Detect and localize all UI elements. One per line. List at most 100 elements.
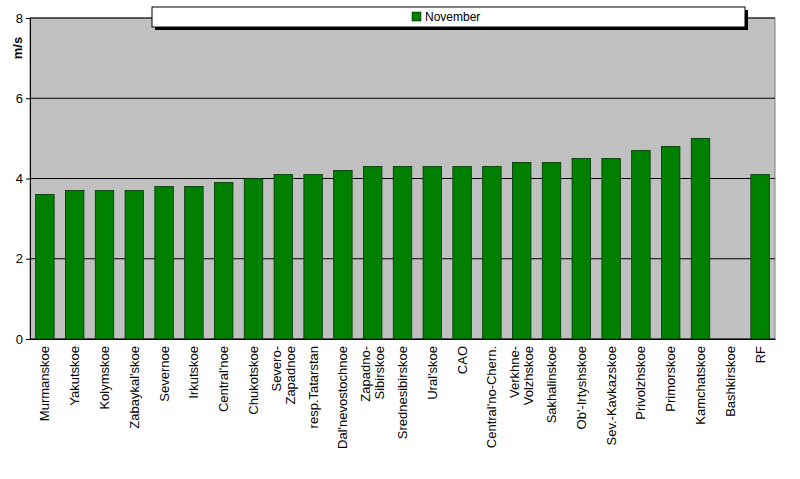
bar — [542, 162, 560, 339]
y-tick-mark — [26, 339, 30, 340]
x-tick-label: Verkhne-Volzhskoe — [507, 346, 536, 405]
bar — [423, 166, 441, 339]
x-tick: Sev.-Kavkazskoe — [604, 339, 619, 445]
x-tick-label: Chukotskoe — [246, 346, 261, 415]
plot-background — [30, 18, 775, 339]
x-tick: Bashkirskoe — [723, 339, 738, 417]
x-tick-label: Kamchatskoe — [693, 346, 708, 425]
x-tick-label: Yakutskoe — [67, 346, 82, 406]
x-tick: Kamchatskoe — [693, 339, 708, 425]
bar — [483, 166, 501, 339]
x-tick: RF — [753, 339, 768, 363]
x-tick-label: CAO — [455, 346, 470, 374]
y-tick-mark — [26, 18, 30, 19]
y-tick: 8 — [16, 11, 30, 26]
x-tick-label: Central'noe — [216, 346, 231, 412]
x-tick-label: Sakhalinskoe — [544, 346, 559, 423]
bar — [185, 187, 203, 339]
y-axis: 0 2 4 6 8 — [16, 11, 31, 347]
bar — [572, 158, 590, 339]
legend-label: November — [425, 10, 480, 24]
x-tick: Ural'skoe — [425, 339, 440, 400]
y-tick: 2 — [16, 251, 30, 266]
y-tick: 6 — [16, 91, 30, 106]
bar — [244, 179, 262, 340]
x-tick: Yakutskoe — [67, 339, 82, 406]
x-tick-label: Central'no-Chern. — [484, 346, 499, 448]
y-axis-line — [26, 19, 31, 340]
bar — [36, 195, 54, 339]
bar — [125, 191, 143, 339]
y-tick-label: 6 — [16, 91, 23, 106]
y-tick-label: 8 — [16, 11, 23, 26]
bar — [95, 191, 113, 339]
y-tick-label: 2 — [16, 251, 23, 266]
x-tick-label: Dal'nevostochnoe — [335, 346, 350, 449]
x-tick-label: Primorskoe — [663, 346, 678, 412]
y-tick-mark — [26, 179, 30, 180]
bar — [453, 166, 471, 339]
x-tick: CAO — [455, 339, 470, 374]
x-tick-label: Kolymskoe — [97, 346, 112, 410]
x-tick: Sakhalinskoe — [544, 339, 559, 423]
bars — [36, 138, 770, 339]
bar — [214, 183, 232, 339]
x-tick-label: Bashkirskoe — [723, 346, 738, 417]
x-tick: resp.Tatarstan — [306, 339, 321, 428]
x-tick: Privolzhskoe — [633, 339, 648, 420]
x-tick-label: Zabaykal'skoe — [127, 346, 142, 429]
x-tick: Ob'-Irtyshskoe — [574, 339, 589, 429]
x-tick: Dal'nevostochnoe — [335, 339, 350, 449]
x-tick-label: RF — [753, 346, 768, 363]
x-tick: Zapadno-Sibirskoe — [358, 339, 387, 402]
legend-swatch — [412, 12, 421, 21]
x-tick: Kolymskoe — [97, 339, 112, 410]
x-tick-label: Ob'-Irtyshskoe — [574, 346, 589, 429]
x-axis-line — [31, 339, 776, 340]
x-axis: Murmanskoe Yakutskoe Kolymskoe Zabaykal'sko… — [31, 339, 776, 449]
bar — [274, 174, 292, 339]
legend-box — [152, 7, 745, 27]
bar — [155, 187, 173, 339]
x-tick-label: Ural'skoe — [425, 346, 440, 400]
y-axis-title: m/s — [10, 37, 25, 59]
x-tick: Central'no-Chern. — [484, 339, 499, 448]
x-tick: Zabaykal'skoe — [127, 339, 142, 429]
x-tick: Primorskoe — [663, 339, 678, 412]
bar — [512, 162, 530, 339]
y-tick-mark — [26, 259, 30, 260]
y-tick-mark — [26, 98, 30, 99]
grid — [30, 18, 775, 339]
chart: 0 2 4 6 8 Murmanskoe Yakutskoe Kolymskoe Zabayka… — [0, 0, 800, 479]
bar — [363, 166, 381, 339]
x-tick-label: Sev.-Kavkazskoe — [604, 346, 619, 445]
bar — [661, 146, 679, 339]
x-tick: Irkutskoe — [186, 339, 201, 399]
x-tick: Severo-Zapadnoe — [269, 339, 298, 405]
bar — [334, 170, 352, 339]
y-tick-label: 4 — [16, 171, 23, 186]
bar — [65, 191, 83, 339]
x-tick-label: Srednesibirskoe — [395, 346, 410, 439]
x-tick-label: Zapadno-Sibirskoe — [358, 346, 387, 402]
x-tick: Srednesibirskoe — [395, 339, 410, 439]
x-tick: Murmanskoe — [37, 339, 52, 421]
x-tick-label: Murmanskoe — [37, 346, 52, 421]
x-tick: Chukotskoe — [246, 339, 261, 415]
plot: 0 2 4 6 8 Murmanskoe Yakutskoe Kolymskoe Zabayka… — [16, 11, 776, 449]
grid-line — [30, 98, 775, 99]
x-tick: Central'noe — [216, 339, 231, 412]
y-tick: 0 — [16, 332, 30, 347]
bar — [691, 138, 709, 339]
x-tick-label: Severo-Zapadnoe — [269, 346, 298, 405]
x-tick-label: Irkutskoe — [186, 346, 201, 399]
bar — [632, 150, 650, 339]
bar — [751, 174, 769, 339]
x-tick: Verkhne-Volzhskoe — [507, 339, 536, 405]
bar — [602, 158, 620, 339]
x-tick-label: Privolzhskoe — [633, 346, 648, 420]
x-tick: Severnoe — [157, 339, 172, 402]
x-tick-label: resp.Tatarstan — [306, 346, 321, 428]
x-tick-label: Severnoe — [157, 346, 172, 402]
legend: November — [152, 7, 748, 30]
